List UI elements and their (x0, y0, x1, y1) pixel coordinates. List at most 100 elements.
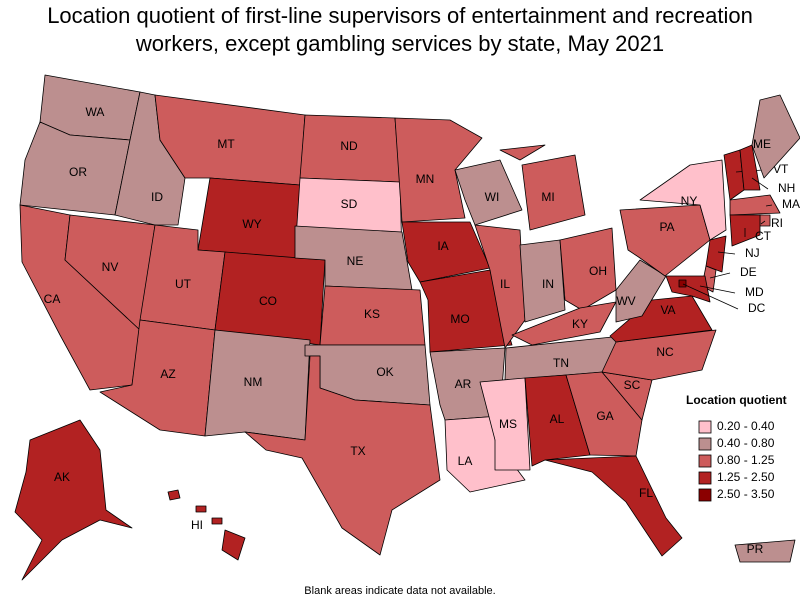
state-label: NM (244, 375, 263, 389)
state-shape (499, 144, 586, 231)
state-shape (615, 259, 667, 323)
leader-line (760, 220, 766, 225)
legend-label: 1.25 - 2.50 (717, 470, 775, 484)
state-label: MA (782, 197, 800, 211)
state-shape (559, 227, 617, 311)
legend-label: 0.20 - 0.40 (717, 419, 775, 433)
state-label: OR (69, 165, 87, 179)
leader-line (682, 283, 739, 310)
state-shape (524, 374, 591, 467)
leader-line (709, 272, 731, 279)
state-label: AL (550, 412, 565, 426)
state-label: ME (753, 137, 771, 151)
state-label: IN (542, 277, 554, 291)
footnote: Blank areas indicate data not available. (304, 585, 495, 597)
state-label: UT (175, 277, 192, 291)
state-shape (734, 539, 796, 563)
states: WA OR CA NV ID MT WY UT CO AZ NM ND SD NE KS OK TX MN IA MO… (14, 74, 800, 581)
state-label: WI (485, 190, 500, 204)
state-label: AR (455, 377, 472, 391)
state-label: NY (681, 194, 698, 208)
state-shape (665, 275, 711, 303)
state-shape (751, 94, 800, 179)
legend-label: 2.50 - 3.50 (717, 487, 775, 501)
state-shape (544, 455, 683, 557)
leader-line (717, 251, 736, 255)
state-label: MD (745, 285, 764, 299)
state-label: VA (660, 303, 675, 317)
state-label: CT (755, 229, 772, 243)
state-label: TN (553, 356, 569, 370)
state-label: KY (572, 317, 588, 331)
state-label: MT (217, 137, 235, 151)
state-shape (729, 194, 781, 216)
state-label: RI (771, 216, 783, 230)
state-shape (479, 377, 531, 471)
state-label: CA (44, 292, 61, 306)
leader-line (699, 285, 736, 294)
state-shape (705, 235, 727, 273)
legend-swatch (698, 420, 712, 434)
state-shape (619, 204, 711, 277)
state-label: SC (624, 378, 641, 392)
state-label: OH (589, 264, 607, 278)
state-label: GA (596, 409, 613, 423)
state-shape (759, 214, 771, 227)
state-label: MO (450, 312, 469, 326)
state-label: DC (748, 301, 766, 315)
leader-line (765, 204, 773, 207)
state-shape (454, 159, 523, 226)
legend-swatch (698, 488, 712, 502)
state-label: AZ (160, 367, 175, 381)
state-label: OK (376, 365, 393, 379)
leader-line (751, 177, 769, 190)
state-label: LA (458, 454, 473, 468)
state-label: IL (500, 277, 510, 291)
state-label: NE (347, 254, 364, 268)
legend-swatch (698, 471, 712, 485)
state-shape (519, 239, 566, 323)
state-label: SD (341, 197, 358, 211)
state-label: PR (747, 542, 764, 556)
state-label: MI (541, 190, 554, 204)
state-label: IA (437, 239, 448, 253)
legend-title: Location quotient (686, 393, 787, 407)
state-label: CO (259, 294, 277, 308)
state-label: MS (499, 417, 517, 431)
state-label: NJ (745, 246, 760, 260)
state-shape (511, 301, 617, 346)
state-label: NV (102, 260, 119, 274)
map-title: Location quotient of first-line supervis… (47, 3, 753, 56)
state-label: KS (364, 307, 380, 321)
state-shape (565, 371, 643, 457)
state-label: ND (340, 139, 358, 153)
state-label: MN (416, 172, 435, 186)
state-shape (419, 269, 513, 353)
legend: Location quotient 0.20 - 0.40 0.40 - 0.80… (686, 393, 787, 502)
state-shape (244, 355, 441, 556)
state-shape (14, 419, 133, 581)
state-label: VT (773, 162, 789, 176)
state-label: AK (54, 470, 70, 484)
state-shape (401, 221, 491, 283)
state-shape (678, 279, 687, 288)
state-label: DE (740, 265, 757, 279)
state-label: PA (659, 220, 674, 234)
legend-label: 0.80 - 1.25 (717, 453, 775, 467)
legend-swatch (698, 437, 712, 451)
state-shape (167, 489, 246, 561)
state-shape (601, 329, 717, 381)
state-label: FL (639, 486, 653, 500)
state-label: WA (86, 105, 105, 119)
state-label: HI (191, 518, 203, 532)
legend-label: 0.40 - 0.80 (717, 436, 775, 450)
state-label: WV (616, 294, 635, 308)
state-label: NC (656, 345, 674, 359)
legend-swatch (698, 454, 712, 468)
state-label: NH (778, 181, 795, 195)
state-shape (739, 144, 761, 191)
state-label: TX (350, 444, 365, 458)
state-label: ID (151, 190, 163, 204)
